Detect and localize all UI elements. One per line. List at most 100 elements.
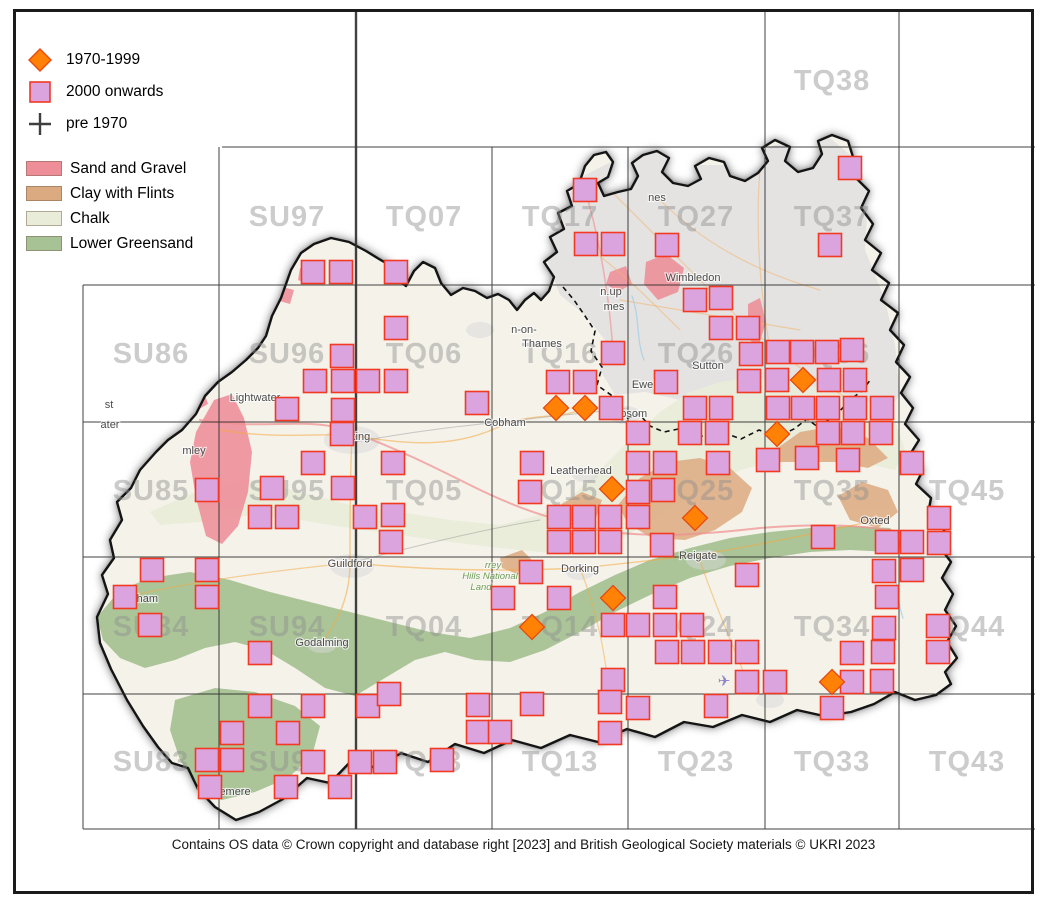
grid-label-tq17: TQ17 xyxy=(522,201,599,233)
record-marker-2000-onwards xyxy=(352,504,378,530)
record-marker-2000-onwards xyxy=(597,529,623,555)
grid-label-su94: SU94 xyxy=(249,611,326,643)
record-marker-2000-onwards xyxy=(300,450,326,476)
place-label: Oxted xyxy=(860,515,889,527)
geology-color-swatch xyxy=(26,161,62,176)
legend-item-label: Lower Greensand xyxy=(70,234,194,252)
place-label: Lightwater xyxy=(230,392,281,404)
record-marker-2000-onwards xyxy=(273,774,299,800)
record-marker-2000-onwards xyxy=(197,774,223,800)
record-marker-2000-onwards xyxy=(839,337,865,363)
grid-label-tq23: TQ23 xyxy=(658,746,735,778)
place-label: ater xyxy=(101,419,120,431)
record-marker-2000-onwards xyxy=(682,287,708,313)
record-marker-2000-onwards xyxy=(654,639,680,665)
record-marker-2000-onwards xyxy=(790,395,816,421)
place-label: n.up xyxy=(600,286,621,298)
diamond-legend-icon xyxy=(28,48,52,72)
record-marker-2000-onwards xyxy=(810,524,836,550)
record-marker-2000-onwards xyxy=(925,639,951,665)
record-marker-2000-onwards xyxy=(194,584,220,610)
grid-label-tq04: TQ04 xyxy=(386,611,463,643)
record-marker-2000-onwards xyxy=(625,695,651,721)
grid-label-tq33: TQ33 xyxy=(794,746,871,778)
legend-geology-layers: Sand and Gravel Clay with Flints Chalk Lowe… xyxy=(26,156,193,256)
record-marker-2000-onwards xyxy=(738,341,764,367)
record-marker-2000-onwards xyxy=(869,395,895,421)
record-marker-2000-onwards xyxy=(328,259,354,285)
record-marker-2000-onwards xyxy=(762,669,788,695)
record-marker-2000-onwards xyxy=(871,558,897,584)
record-marker-2000-onwards xyxy=(650,477,676,503)
grid-square-labels: TQ38 SU97 TQ07 TQ17 TQ27 TQ37 SU86 SU96 TQ06 TQ16… xyxy=(113,65,1005,778)
record-marker-2000-onwards xyxy=(600,340,626,366)
legend-point-markers: 1970-1999 2000 onwards pre 1970 xyxy=(26,44,193,140)
record-marker-2000-onwards xyxy=(355,693,381,719)
record-marker-2000-onwards xyxy=(327,774,353,800)
markers-1970-1999 xyxy=(518,366,846,696)
record-marker-2000-onwards xyxy=(680,639,706,665)
record-marker-2000-onwards xyxy=(925,613,951,639)
record-marker-1970-1999 xyxy=(789,366,817,394)
record-marker-2000-onwards xyxy=(625,479,651,505)
record-marker-2000-onwards xyxy=(734,639,760,665)
record-marker-2000-onwards xyxy=(679,612,705,638)
grid-label-tq35: TQ35 xyxy=(794,475,871,507)
record-marker-2000-onwards xyxy=(600,667,626,693)
record-marker-2000-onwards xyxy=(842,367,868,393)
record-marker-2000-onwards xyxy=(842,395,868,421)
dashed-boundary-line xyxy=(562,286,872,440)
record-marker-2000-onwards xyxy=(302,368,328,394)
record-marker-2000-onwards xyxy=(465,719,491,745)
record-marker-2000-onwards xyxy=(383,368,409,394)
legend-item-sand-and-gravel: Sand and Gravel xyxy=(26,156,193,181)
record-marker-2000-onwards xyxy=(429,747,455,773)
place-label: Reigate xyxy=(679,550,717,562)
record-marker-2000-onwards xyxy=(597,504,623,530)
record-marker-2000-onwards xyxy=(652,584,678,610)
record-marker-2000-onwards xyxy=(794,445,820,471)
square-legend-symbol xyxy=(26,78,54,106)
grid-label-su83: SU83 xyxy=(113,746,190,778)
grid-label-tq16: TQ16 xyxy=(522,338,599,370)
record-marker-2000-onwards xyxy=(194,747,220,773)
record-marker-2000-onwards xyxy=(519,450,545,476)
record-marker-2000-onwards xyxy=(652,612,678,638)
record-marker-2000-onwards xyxy=(380,502,406,528)
record-marker-2000-onwards xyxy=(247,693,273,719)
record-marker-2000-onwards xyxy=(874,529,900,555)
record-marker-2000-onwards xyxy=(736,368,762,394)
record-marker-2000-onwards xyxy=(194,477,220,503)
airport-icon: ✈ xyxy=(718,673,731,690)
record-marker-2000-onwards xyxy=(573,231,599,257)
record-marker-2000-onwards xyxy=(219,747,245,773)
square-legend-icon xyxy=(29,81,51,103)
record-marker-2000-onwards xyxy=(734,669,760,695)
record-marker-2000-onwards xyxy=(682,395,708,421)
attribution-caption: Contains OS data © Crown copyright and d… xyxy=(171,837,876,852)
diamond-legend-symbol xyxy=(26,46,54,74)
record-marker-2000-onwards xyxy=(652,450,678,476)
grid-label-tq38: TQ38 xyxy=(794,65,871,97)
record-marker-2000-onwards xyxy=(112,584,138,610)
legend-item-label: 1970-1999 xyxy=(66,51,141,68)
record-marker-2000-onwards xyxy=(355,368,381,394)
record-marker-2000-onwards xyxy=(899,557,925,583)
record-marker-2000-onwards xyxy=(677,420,703,446)
record-marker-2000-onwards xyxy=(546,504,572,530)
place-label: mes xyxy=(604,301,625,313)
record-marker-2000-onwards xyxy=(597,720,623,746)
record-marker-2000-onwards xyxy=(874,584,900,610)
geology-color-swatch xyxy=(26,211,62,226)
record-marker-2000-onwards xyxy=(815,395,841,421)
geology-color-swatch xyxy=(26,186,62,201)
record-marker-2000-onwards xyxy=(464,390,490,416)
record-marker-1970-1999 xyxy=(763,420,791,448)
record-marker-2000-onwards xyxy=(347,749,373,775)
record-marker-2000-onwards xyxy=(490,585,516,611)
record-marker-2000-onwards xyxy=(219,720,245,746)
grid-label-tq34: TQ34 xyxy=(794,611,871,643)
record-marker-2000-onwards xyxy=(600,231,626,257)
record-marker-2000-onwards xyxy=(274,396,300,422)
